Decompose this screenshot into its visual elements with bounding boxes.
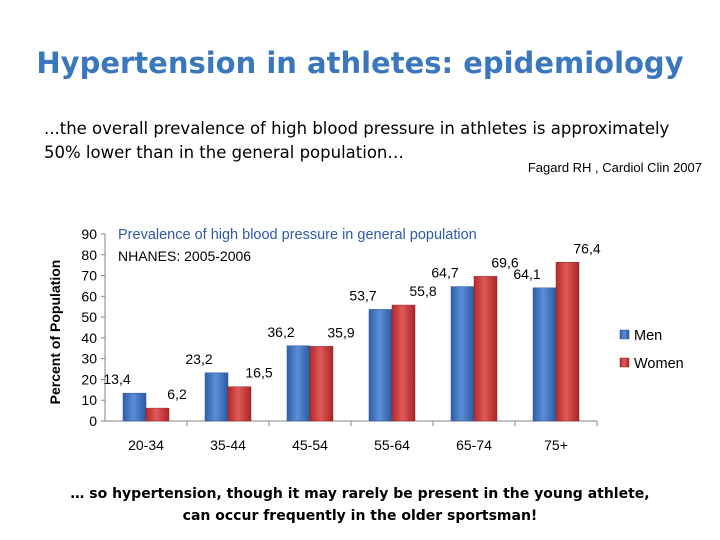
x-tick-label: 55-64 bbox=[374, 437, 410, 453]
bar-men bbox=[204, 372, 229, 422]
x-tick-label: 65-74 bbox=[456, 437, 492, 453]
bar-women bbox=[309, 346, 334, 422]
bar-men bbox=[532, 287, 557, 422]
lead-text: ...the overall prevalence of high blood … bbox=[44, 117, 708, 165]
bar-women bbox=[227, 386, 252, 422]
conclusion-line-1: … so hypertension, though it may rarely … bbox=[70, 486, 650, 502]
legend-swatch-men bbox=[619, 329, 630, 340]
data-label: 6,2 bbox=[167, 386, 187, 402]
data-label: 55,8 bbox=[409, 283, 436, 299]
data-label: 69,6 bbox=[491, 254, 518, 270]
slide-title: Hypertension in athletes: epidemiology bbox=[36, 46, 684, 80]
y-tick-label: 20 bbox=[81, 371, 97, 387]
conclusion-line-2: can occur frequently in the older sports… bbox=[182, 508, 538, 524]
legend-swatch-women bbox=[619, 357, 630, 368]
data-label: 64,7 bbox=[431, 265, 458, 281]
bar-men bbox=[450, 286, 475, 422]
data-label: 23,2 bbox=[185, 351, 212, 367]
data-label: 64,1 bbox=[513, 266, 540, 282]
chart-title: Prevalence of high blood pressure in gen… bbox=[118, 227, 477, 243]
conclusion-text: … so hypertension, though it may rarely … bbox=[0, 483, 720, 527]
chart-subtitle: NHANES: 2005-2006 bbox=[118, 248, 251, 264]
data-label: 36,2 bbox=[267, 324, 294, 340]
y-tick-label: 60 bbox=[81, 288, 97, 304]
bar-men bbox=[122, 392, 147, 422]
y-tick-label: 30 bbox=[81, 351, 97, 367]
x-tick-label: 20-34 bbox=[128, 437, 164, 453]
y-tick-label: 90 bbox=[81, 226, 97, 242]
data-label: 16,5 bbox=[245, 365, 272, 381]
lead-line-2: 50% lower than in the general population… bbox=[44, 143, 404, 162]
y-tick-label: 80 bbox=[81, 247, 97, 263]
bar-women bbox=[555, 262, 580, 422]
bar-chart: Prevalence of high blood pressure in gen… bbox=[40, 218, 720, 468]
y-tick-label: 40 bbox=[81, 330, 97, 346]
chart-canvas: Prevalence of high blood pressure in gen… bbox=[47, 226, 684, 453]
data-label: 13,4 bbox=[103, 371, 130, 387]
x-tick-label: 45-54 bbox=[292, 437, 328, 453]
bar-women bbox=[391, 304, 416, 422]
bar-men bbox=[286, 345, 311, 422]
lead-line-1: ...the overall prevalence of high blood … bbox=[44, 119, 670, 138]
legend-label-women: Women bbox=[634, 356, 684, 372]
data-label: 53,7 bbox=[349, 287, 376, 303]
x-tick-label: 75+ bbox=[544, 437, 568, 453]
bar-men bbox=[368, 309, 393, 422]
citation: Fagard RH , Cardiol Clin 2007 bbox=[527, 160, 702, 175]
y-axis-label: Percent of Population bbox=[47, 260, 63, 405]
x-tick-label: 35-44 bbox=[210, 437, 246, 453]
y-tick-label: 50 bbox=[81, 309, 97, 325]
y-tick-label: 70 bbox=[81, 268, 97, 284]
data-label: 76,4 bbox=[573, 240, 600, 256]
bar-women bbox=[145, 407, 170, 422]
bar-women bbox=[473, 276, 498, 422]
y-tick-label: 10 bbox=[81, 392, 97, 408]
data-label: 35,9 bbox=[327, 324, 354, 340]
legend-label-men: Men bbox=[634, 328, 662, 344]
y-tick-label: 0 bbox=[89, 413, 97, 429]
